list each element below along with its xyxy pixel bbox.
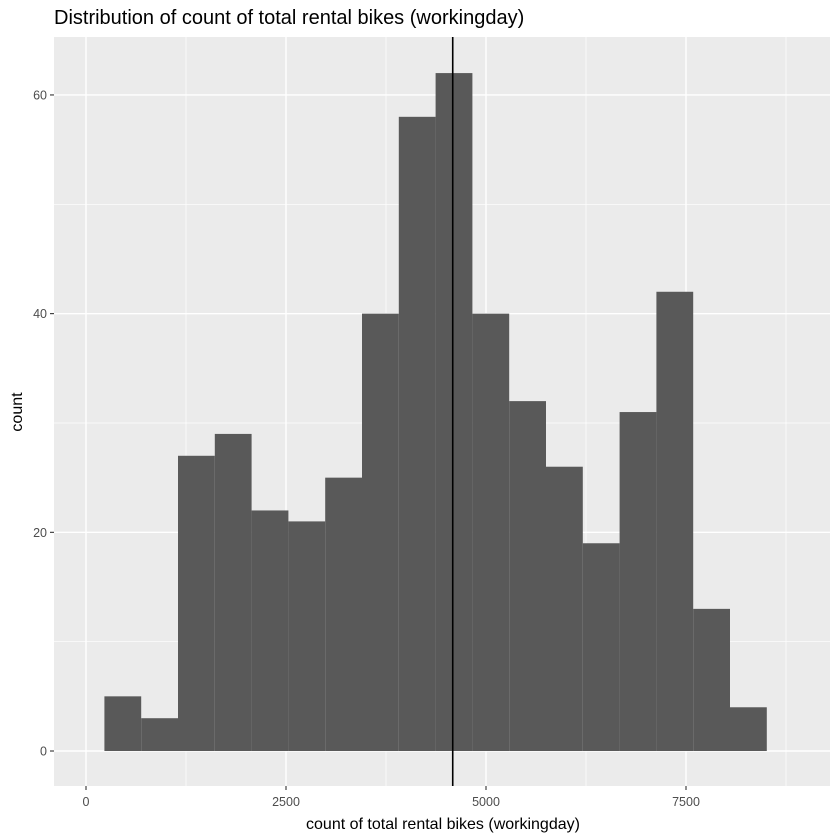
y-axis-title: count	[9, 392, 26, 432]
histogram-bar	[178, 455, 215, 752]
histogram-bar	[141, 718, 178, 752]
x-axis: 0 2500 5000 7500	[83, 786, 700, 809]
x-tick-label: 0	[83, 795, 90, 809]
chart-title: Distribution of count of total rental bi…	[54, 7, 524, 29]
y-tick-label: 40	[33, 307, 47, 321]
y-axis: 0 20 40 60	[33, 88, 54, 759]
histogram-bars	[104, 73, 767, 752]
histogram-bar	[398, 116, 436, 752]
histogram-bar	[472, 313, 510, 752]
x-tick-label: 5000	[472, 795, 500, 809]
x-axis-title: count of total rental bikes (workingday)	[306, 816, 580, 833]
histogram-bar	[656, 291, 694, 752]
histogram-bar	[251, 510, 289, 752]
histogram-bar	[509, 401, 546, 752]
histogram-bar	[288, 521, 326, 752]
histogram-bar	[214, 433, 252, 752]
x-tick-label: 2500	[272, 795, 300, 809]
histogram-bar	[619, 412, 657, 752]
histogram-bar	[104, 696, 142, 752]
histogram-bar	[730, 707, 767, 752]
histogram-bar	[693, 608, 730, 752]
y-tick-label: 60	[33, 88, 47, 102]
histogram-bar	[325, 477, 362, 752]
histogram-bar	[582, 543, 620, 752]
y-tick-label: 0	[40, 745, 47, 759]
histogram-bar	[362, 313, 399, 752]
y-tick-label: 20	[33, 526, 47, 540]
x-tick-label: 7500	[672, 795, 700, 809]
histogram-bar	[435, 73, 473, 752]
histogram-bar	[546, 466, 583, 752]
